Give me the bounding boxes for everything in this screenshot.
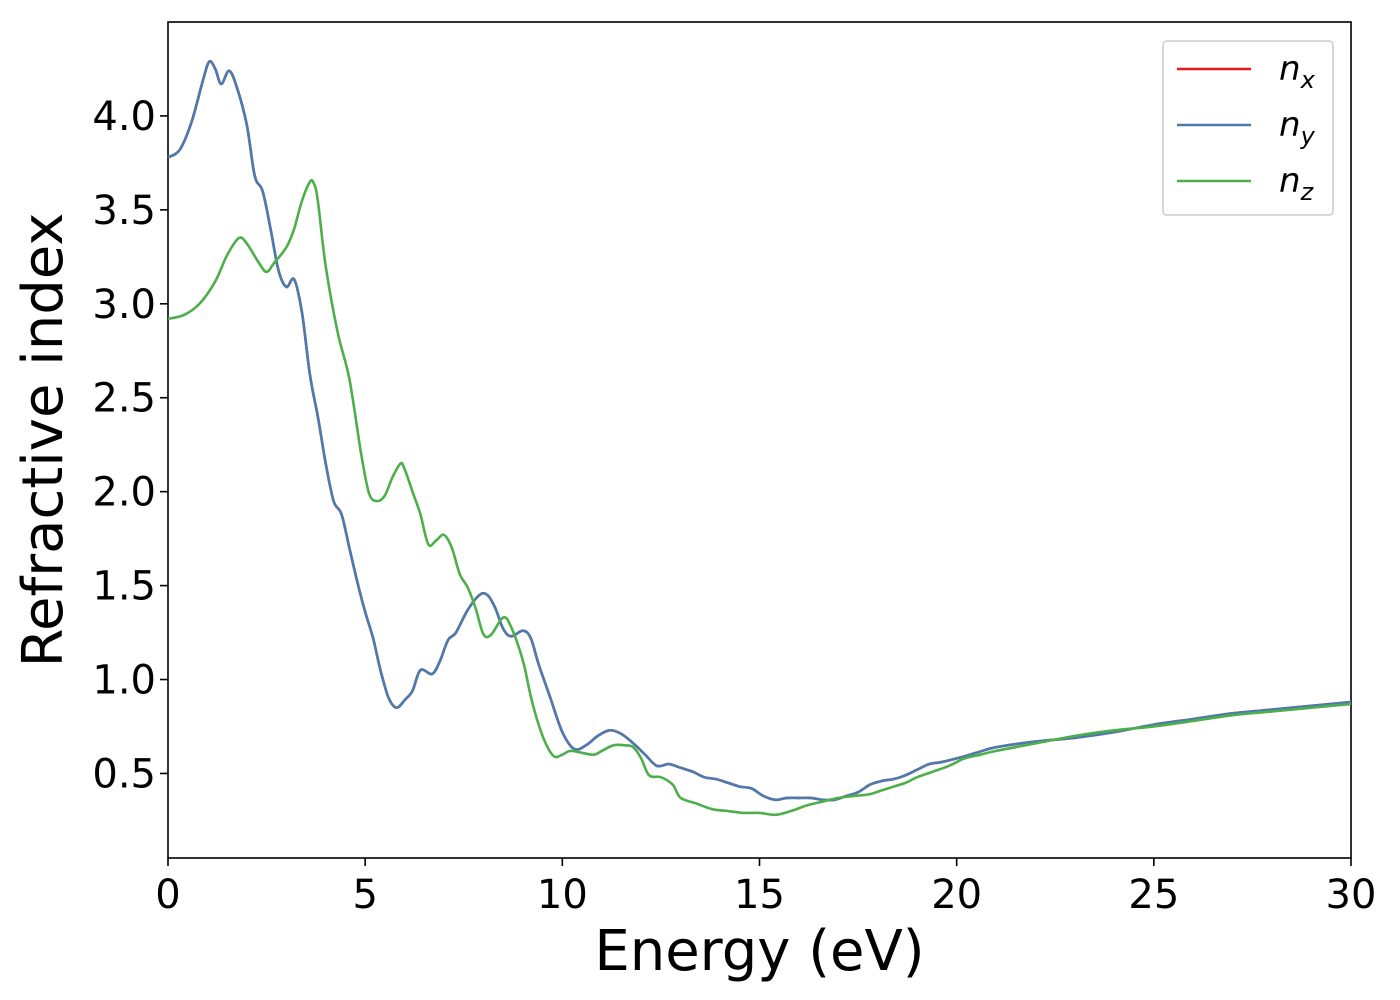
series-lines (167, 59, 1352, 817)
y-tick-label: 3.0 (92, 282, 156, 328)
legend-label: nx (1279, 49, 1316, 94)
x-axis: 0 5 10 15 20 25 30 (155, 858, 1376, 918)
x-tick-label: 5 (352, 872, 377, 918)
x-tick-label: 30 (1326, 872, 1377, 918)
x-tick-label: 10 (537, 872, 588, 918)
x-tick-label: 20 (931, 872, 982, 918)
legend: nx ny nz (1162, 40, 1334, 216)
y-tick-label: 2.0 (92, 470, 156, 516)
legend-box (1162, 40, 1334, 216)
x-tick-label: 15 (734, 872, 785, 918)
x-tick-label: 0 (155, 872, 180, 918)
y-tick-label: 2.5 (92, 376, 156, 422)
y-tick-label: 0.5 (92, 751, 156, 797)
y-tick-label: 4.0 (92, 94, 156, 140)
legend-label: ny (1279, 105, 1316, 150)
y-axis: 0.5 1.0 1.5 2.0 2.5 3.0 3.5 4.0 (92, 94, 168, 797)
legend-label: nz (1279, 161, 1315, 206)
x-tick-label: 25 (1128, 872, 1179, 918)
series-line-ny (167, 59, 1352, 802)
y-axis-title: Refractive index (11, 213, 76, 668)
series-line-nz (167, 178, 1352, 817)
y-tick-label: 1.5 (92, 564, 156, 610)
x-axis-title: Energy (eV) (594, 919, 924, 984)
y-tick-label: 3.5 (92, 188, 156, 234)
y-tick-label: 1.0 (92, 658, 156, 704)
